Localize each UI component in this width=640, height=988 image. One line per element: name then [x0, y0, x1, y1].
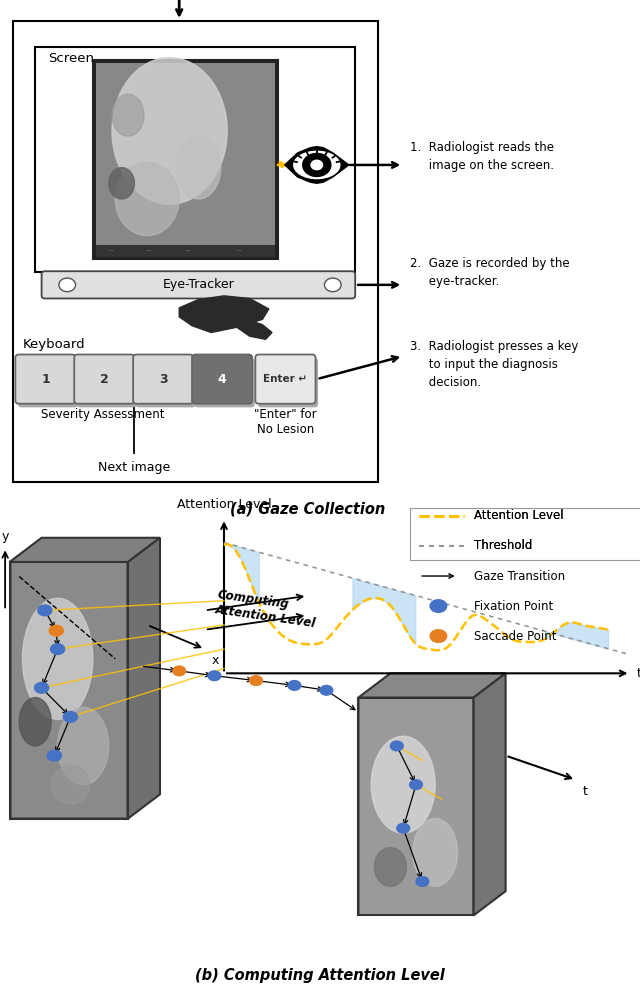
- Text: 3: 3: [159, 372, 168, 385]
- Ellipse shape: [22, 599, 93, 719]
- Text: Attention Level: Attention Level: [474, 510, 563, 523]
- Text: t: t: [582, 784, 588, 797]
- FancyBboxPatch shape: [410, 509, 640, 559]
- Ellipse shape: [294, 151, 340, 179]
- Circle shape: [35, 683, 49, 694]
- Polygon shape: [285, 146, 349, 184]
- Text: (b) Computing Attention Level: (b) Computing Attention Level: [195, 968, 445, 983]
- Text: Fixation Point: Fixation Point: [474, 600, 553, 613]
- Text: Severity Assessment: Severity Assessment: [41, 408, 164, 422]
- Ellipse shape: [19, 698, 51, 746]
- Circle shape: [173, 666, 186, 676]
- Ellipse shape: [112, 57, 227, 205]
- FancyBboxPatch shape: [96, 63, 275, 257]
- Circle shape: [397, 823, 410, 833]
- Text: 1.  Radiologist reads the
     image on the screen.: 1. Radiologist reads the image on the sc…: [410, 141, 554, 172]
- Text: Screen: Screen: [48, 52, 94, 65]
- Text: ---: ---: [109, 248, 114, 253]
- Polygon shape: [10, 562, 128, 818]
- Text: Threshold: Threshold: [474, 539, 532, 552]
- Text: x: x: [211, 654, 219, 667]
- Text: 2.  Gaze is recorded by the
     eye-tracker.: 2. Gaze is recorded by the eye-tracker.: [410, 257, 569, 288]
- Text: y: y: [1, 530, 9, 542]
- Polygon shape: [237, 320, 272, 339]
- Text: ---: ---: [186, 248, 191, 253]
- Circle shape: [303, 153, 331, 177]
- Ellipse shape: [176, 136, 221, 199]
- FancyBboxPatch shape: [74, 355, 134, 404]
- Text: Threshold: Threshold: [474, 539, 532, 552]
- Circle shape: [311, 160, 323, 170]
- Text: Saccade Point: Saccade Point: [474, 629, 556, 642]
- Text: Keyboard: Keyboard: [22, 338, 85, 351]
- Text: "Enter" for
No Lesion: "Enter" for No Lesion: [254, 408, 317, 437]
- Text: 3.  Radiologist presses a key
     to input the diagnosis
     decision.: 3. Radiologist presses a key to input th…: [410, 341, 578, 389]
- FancyBboxPatch shape: [18, 359, 78, 407]
- Polygon shape: [358, 674, 506, 698]
- Ellipse shape: [413, 818, 458, 886]
- Ellipse shape: [109, 168, 134, 199]
- FancyBboxPatch shape: [133, 355, 193, 404]
- Circle shape: [63, 711, 77, 722]
- FancyBboxPatch shape: [35, 47, 355, 273]
- Circle shape: [324, 278, 341, 291]
- Circle shape: [430, 600, 447, 613]
- Text: Attention Level: Attention Level: [474, 510, 563, 523]
- Ellipse shape: [115, 162, 179, 236]
- Text: Eye-Tracker: Eye-Tracker: [163, 279, 234, 291]
- Text: Gaze Transition: Gaze Transition: [474, 569, 564, 583]
- Circle shape: [208, 671, 221, 681]
- Polygon shape: [358, 698, 474, 915]
- Polygon shape: [179, 295, 269, 333]
- Text: 4: 4: [218, 372, 227, 385]
- Circle shape: [47, 750, 61, 761]
- Circle shape: [430, 629, 447, 642]
- Text: 1: 1: [41, 372, 50, 385]
- Polygon shape: [10, 537, 160, 562]
- Circle shape: [38, 605, 52, 616]
- FancyBboxPatch shape: [192, 355, 252, 404]
- Circle shape: [250, 676, 262, 686]
- FancyBboxPatch shape: [12, 563, 126, 817]
- Circle shape: [410, 780, 422, 789]
- FancyBboxPatch shape: [360, 699, 472, 914]
- Ellipse shape: [58, 707, 109, 784]
- Circle shape: [59, 278, 76, 291]
- Ellipse shape: [371, 736, 435, 833]
- Circle shape: [320, 686, 333, 696]
- Ellipse shape: [51, 766, 90, 804]
- Text: 2: 2: [100, 372, 109, 385]
- Circle shape: [49, 625, 63, 636]
- Text: Next image: Next image: [99, 460, 170, 474]
- Text: Attention Level: Attention Level: [177, 498, 271, 511]
- Ellipse shape: [112, 94, 144, 136]
- FancyBboxPatch shape: [258, 359, 318, 407]
- Text: (a) Gaze Collection: (a) Gaze Collection: [230, 502, 385, 517]
- FancyBboxPatch shape: [255, 355, 316, 404]
- FancyBboxPatch shape: [15, 355, 76, 404]
- Ellipse shape: [374, 848, 406, 886]
- FancyBboxPatch shape: [77, 359, 137, 407]
- Circle shape: [288, 681, 301, 691]
- Text: Enter ↵: Enter ↵: [264, 374, 307, 384]
- Text: t: t: [637, 667, 640, 680]
- FancyBboxPatch shape: [195, 359, 255, 407]
- FancyBboxPatch shape: [96, 245, 275, 257]
- Text: Computing
Attention Level: Computing Attention Level: [214, 589, 319, 630]
- FancyBboxPatch shape: [13, 21, 378, 482]
- Circle shape: [416, 876, 429, 886]
- Circle shape: [51, 644, 65, 654]
- FancyBboxPatch shape: [136, 359, 196, 407]
- Polygon shape: [474, 674, 506, 915]
- Circle shape: [390, 741, 403, 751]
- FancyBboxPatch shape: [42, 272, 355, 298]
- Text: ---: ---: [147, 248, 152, 253]
- FancyBboxPatch shape: [93, 60, 278, 259]
- Polygon shape: [128, 537, 160, 818]
- Text: ---: ---: [237, 248, 242, 253]
